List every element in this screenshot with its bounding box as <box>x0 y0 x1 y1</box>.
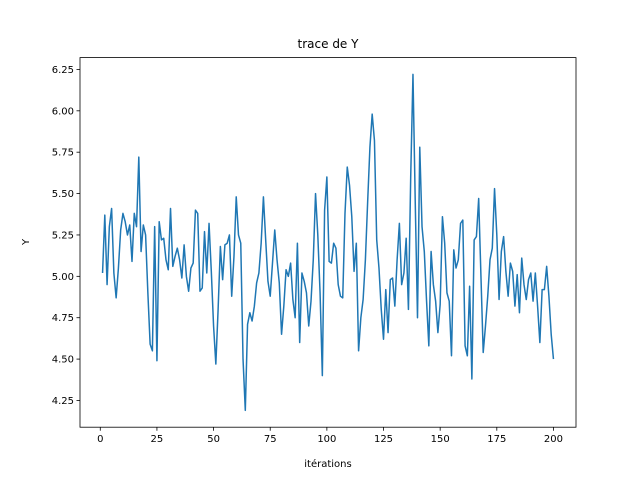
x-tick-label: 125 <box>374 434 393 445</box>
data-line <box>101 73 555 412</box>
x-tick-label: 75 <box>264 434 277 445</box>
plot-frame <box>79 57 577 428</box>
y-tick-label: 5.00 <box>52 272 74 283</box>
x-tick-label: 150 <box>431 434 450 445</box>
y-tick-label: 4.50 <box>52 355 74 366</box>
y-tick-label: 6.00 <box>52 106 74 117</box>
y-tick-label: 5.50 <box>52 189 74 200</box>
chart-title: trace de Y <box>298 37 360 51</box>
x-tick-label: 50 <box>207 434 220 445</box>
y-tick-label: 5.75 <box>52 148 74 159</box>
x-tick-label: 0 <box>97 434 103 445</box>
y-axis-label: Y <box>21 238 32 246</box>
y-tick-label: 6.25 <box>52 65 74 76</box>
y-tick-label: 4.25 <box>52 396 74 407</box>
x-tick-label: 25 <box>151 434 164 445</box>
x-tick-label: 175 <box>487 434 506 445</box>
x-tick-label: 200 <box>544 434 563 445</box>
x-axis-label: itérations <box>304 458 351 470</box>
y-tick-label: 5.25 <box>52 230 74 241</box>
x-tick-label: 100 <box>317 434 336 445</box>
y-tick-label: 4.75 <box>52 313 74 324</box>
